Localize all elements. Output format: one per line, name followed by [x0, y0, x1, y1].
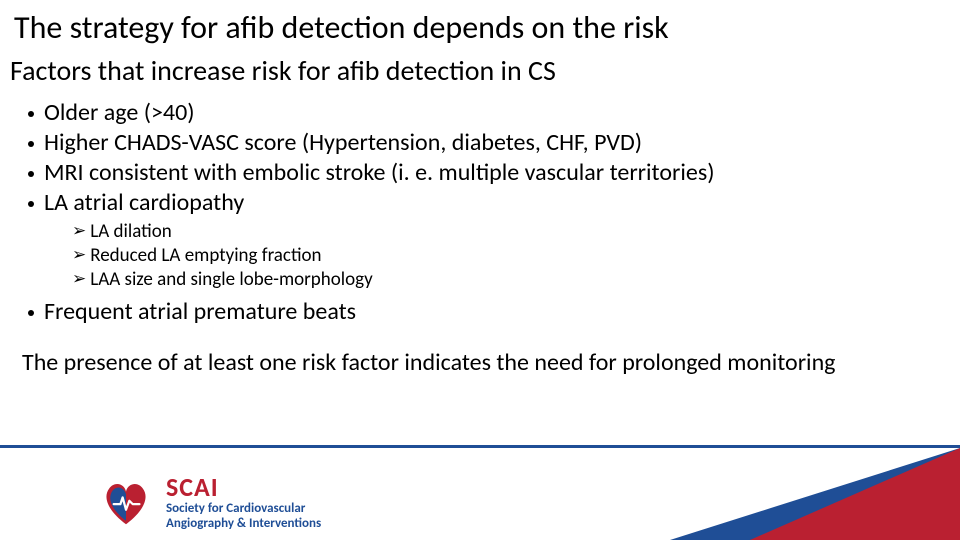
- sub-bullet-text: LAA size and single lobe-morphology: [90, 268, 372, 292]
- sub-bullet-item: ➢ Reduced LA emptying fraction: [72, 244, 960, 268]
- bullet-icon: [28, 310, 34, 316]
- bullet-text: MRI consistent with embolic stroke (i. e…: [44, 158, 715, 188]
- sub-bullet-item: ➢ LA dilation: [72, 220, 960, 244]
- bullet-text: LA atrial cardiopathy: [44, 188, 244, 218]
- sub-bullet-list: ➢ LA dilation ➢ Reduced LA emptying frac…: [28, 218, 960, 297]
- bullet-item: LA atrial cardiopathy: [28, 188, 960, 218]
- bullet-item: MRI consistent with embolic stroke (i. e…: [28, 158, 960, 188]
- bullet-text: Higher CHADS-VASC score (Hypertension, d…: [44, 128, 642, 158]
- logo-tagline-1: Society for Cardiovascular: [166, 502, 321, 517]
- arrow-icon: ➢: [72, 244, 86, 265]
- logo-text: SCAI Society for Cardiovascular Angiogra…: [166, 474, 321, 532]
- bullet-icon: [28, 111, 34, 117]
- bullet-text: Older age (>40): [44, 98, 195, 128]
- sub-bullet-item: ➢ LAA size and single lobe-morphology: [72, 268, 960, 292]
- logo-tagline-2: Angiography & Interventions: [166, 517, 321, 532]
- heart-logo-icon: [98, 475, 154, 531]
- bullet-item: Older age (>40): [28, 98, 960, 128]
- bullet-icon: [28, 141, 34, 147]
- triangle-red: [750, 448, 960, 540]
- bullet-item: Frequent atrial premature beats: [28, 297, 960, 327]
- arrow-icon: ➢: [72, 268, 86, 289]
- slide-subtitle: Factors that increase risk for afib dete…: [0, 47, 960, 88]
- bullet-icon: [28, 171, 34, 177]
- footer: SCAI Society for Cardiovascular Angiogra…: [0, 445, 960, 540]
- arrow-icon: ➢: [72, 220, 86, 241]
- slide-title: The strategy for afib detection depends …: [0, 0, 960, 47]
- sub-bullet-text: Reduced LA emptying fraction: [90, 244, 321, 268]
- bullet-text: Frequent atrial premature beats: [44, 297, 356, 327]
- content-area: Older age (>40) Higher CHADS-VASC score …: [0, 88, 960, 327]
- bullet-icon: [28, 201, 34, 207]
- sub-bullet-text: LA dilation: [90, 220, 172, 244]
- bullet-item: Higher CHADS-VASC score (Hypertension, d…: [28, 128, 960, 158]
- logo: SCAI Society for Cardiovascular Angiogra…: [98, 474, 321, 532]
- closing-text: The presence of at least one risk factor…: [0, 327, 960, 377]
- slide: The strategy for afib detection depends …: [0, 0, 960, 540]
- logo-acronym: SCAI: [166, 474, 321, 500]
